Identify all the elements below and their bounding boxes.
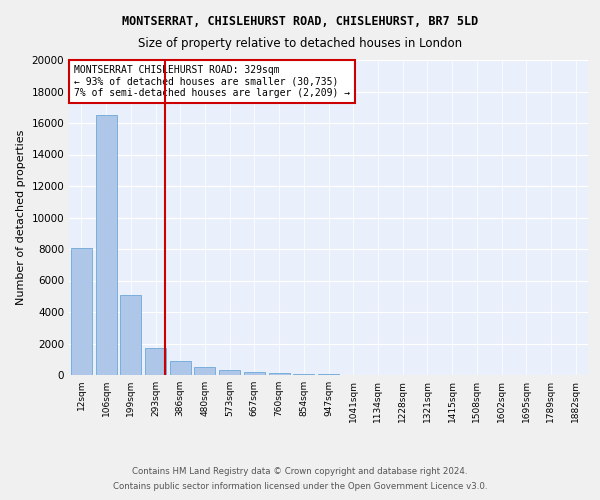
Bar — [95, 115, 116, 375]
Text: MONTSERRAT, CHISLEHURST ROAD, CHISLEHURST, BR7 5LD: MONTSERRAT, CHISLEHURST ROAD, CHISLEHURS… — [122, 15, 478, 28]
Y-axis label: Number of detached properties: Number of detached properties — [16, 130, 26, 305]
Bar — [269, 372, 290, 375]
Bar — [318, 374, 339, 375]
Bar — [120, 294, 141, 375]
Text: MONTSERRAT CHISLEHURST ROAD: 329sqm
← 93% of detached houses are smaller (30,735: MONTSERRAT CHISLEHURST ROAD: 329sqm ← 93… — [74, 64, 350, 98]
Bar — [244, 372, 265, 375]
Bar — [71, 248, 92, 375]
Text: Size of property relative to detached houses in London: Size of property relative to detached ho… — [138, 38, 462, 51]
Text: Contains public sector information licensed under the Open Government Licence v3: Contains public sector information licen… — [113, 482, 487, 491]
Bar — [293, 374, 314, 375]
Bar — [194, 367, 215, 375]
Text: Contains HM Land Registry data © Crown copyright and database right 2024.: Contains HM Land Registry data © Crown c… — [132, 467, 468, 476]
Bar — [219, 370, 240, 375]
Bar — [145, 348, 166, 375]
Bar — [170, 361, 191, 375]
